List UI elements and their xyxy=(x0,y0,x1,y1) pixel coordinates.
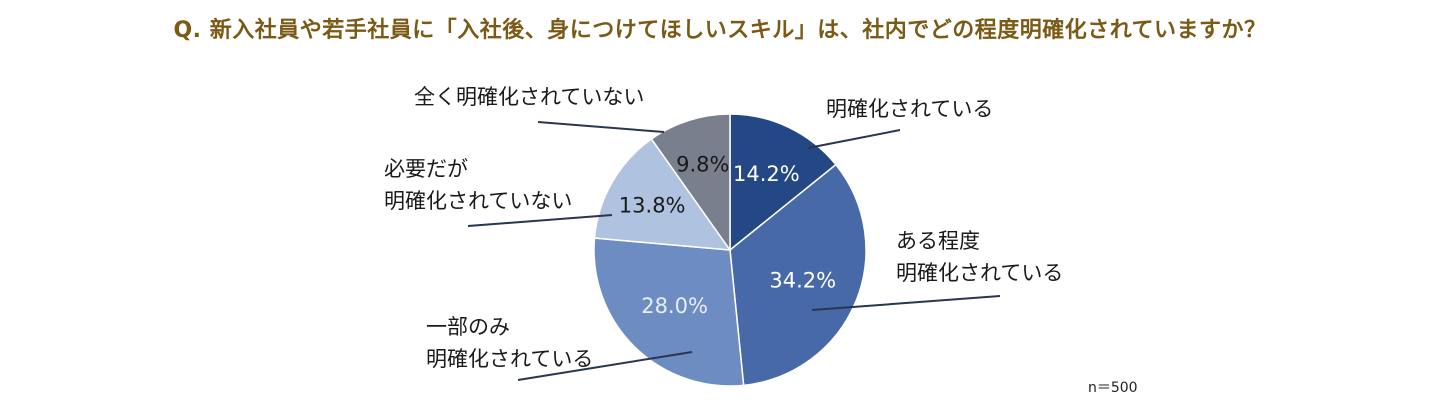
pie-slice-5 xyxy=(650,113,731,253)
pie-slice-3 xyxy=(593,237,745,387)
slice-value-label-3: 28.0% xyxy=(641,294,708,318)
slice-category-label-2-line-2: 明確化されている xyxy=(896,261,1063,285)
pie-slice-4 xyxy=(593,137,732,251)
slice-category-label-3-line-1: 一部のみ xyxy=(426,315,510,339)
sample-size-label: n＝500 xyxy=(1088,380,1138,396)
slice-category-label-2-line-1: ある程度 xyxy=(896,229,980,253)
leader-line-3 xyxy=(517,351,693,381)
slice-value-label-1: 14.2% xyxy=(733,162,800,186)
slice-category-label-5-line-1: 全く明確化されていない xyxy=(414,85,644,109)
chart-title: Q. 新入社員や若手社員に「入社後、身につけてほしいスキル」は、社内でどの程度明… xyxy=(173,18,1267,43)
leader-line-4 xyxy=(467,214,613,227)
slice-category-label-3-line-2: 明確化されている xyxy=(426,347,593,371)
slice-category-label-1-line-1: 明確化されている xyxy=(826,97,993,121)
leader-line-1 xyxy=(807,129,901,149)
slice-category-label-4-line-2: 明確化されていない xyxy=(384,189,572,213)
slice-category-label-4-line-1: 必要だが xyxy=(384,157,468,181)
leader-line-5 xyxy=(537,121,665,133)
slice-value-label-4: 13.8% xyxy=(619,193,686,217)
slice-value-label-2: 34.2% xyxy=(769,268,836,292)
slice-value-label-5: 9.8% xyxy=(676,152,729,176)
leader-line-2 xyxy=(811,295,1001,311)
pie-slice-2 xyxy=(729,163,867,387)
